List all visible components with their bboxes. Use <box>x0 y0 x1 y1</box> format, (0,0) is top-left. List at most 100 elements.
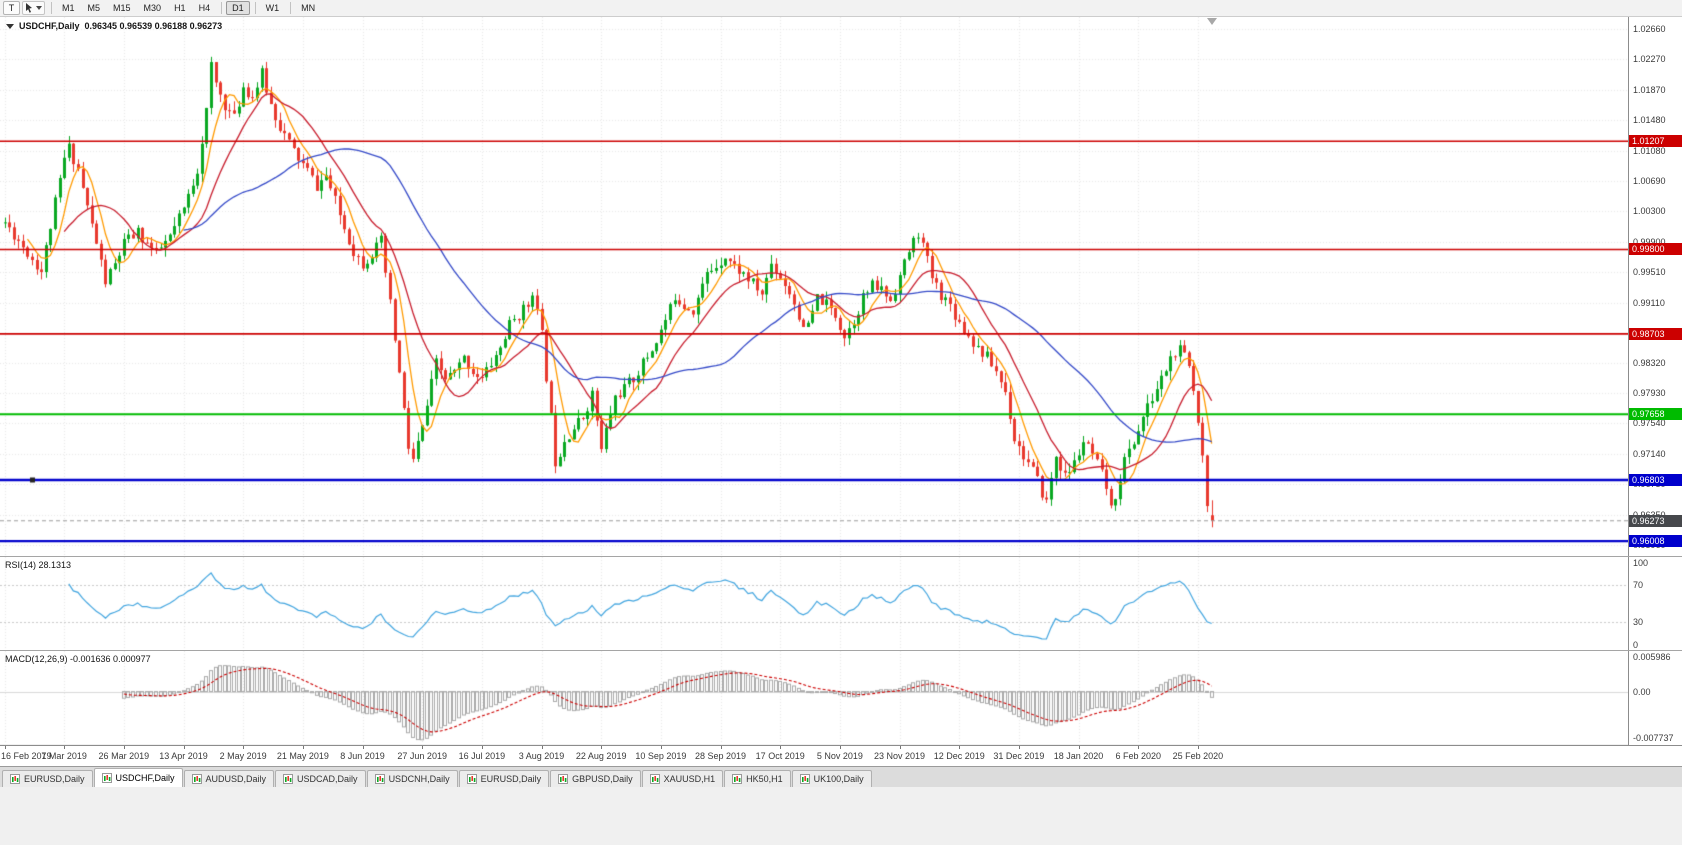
date-label: 28 Sep 2019 <box>695 751 747 761</box>
date-tick <box>124 746 125 749</box>
timeframe-h1-button[interactable]: H1 <box>174 3 186 13</box>
chart-tab-bar: EURUSD,Daily USDCHF,Daily AUDUSD,Daily USDC… <box>0 766 1682 787</box>
tab-label: GBPUSD,Daily <box>572 774 633 784</box>
date-tick <box>64 746 65 749</box>
chart-shift-marker[interactable] <box>1207 18 1217 25</box>
price-axis-label: 1.02270 <box>1633 54 1666 64</box>
date-label: 26 Mar 2019 <box>98 751 150 761</box>
symbol-title: USDCHF,Daily <box>19 21 80 31</box>
date-label: 16 Feb 2019 <box>1 751 52 761</box>
price-axis-label: 1.00300 <box>1633 206 1666 216</box>
tab-gbpusd-daily[interactable]: GBPUSD,Daily <box>550 770 641 787</box>
price-axis-label: 0.98320 <box>1633 358 1666 368</box>
chevron-down-icon <box>36 6 42 10</box>
tab-hk50-h1[interactable]: HK50,H1 <box>724 770 791 787</box>
date-tick <box>721 746 722 749</box>
tab-audusd-daily[interactable]: AUDUSD,Daily <box>183 770 275 787</box>
cursor-tool-dropdown[interactable] <box>22 1 45 15</box>
date-label: 13 Apr 2019 <box>159 751 208 761</box>
rsi-axis-label: 100 <box>1633 558 1649 568</box>
date-tick <box>1198 746 1199 749</box>
timeframe-h4-button[interactable]: H4 <box>198 3 211 13</box>
date-label: 6 Feb 2020 <box>1115 751 1161 761</box>
macd-label: MACD(12,26,9) -0.001636 0.000977 <box>5 654 151 664</box>
price-axis-label: 1.00690 <box>1633 176 1666 186</box>
tab-eurusd-daily[interactable]: EURUSD,Daily <box>458 770 550 787</box>
date-tick <box>840 746 841 749</box>
date-tick <box>959 746 960 749</box>
rsi-indicator-canvas[interactable] <box>0 557 1628 650</box>
symbol-ohlc-values: 0.96345 0.96539 0.96188 0.96273 <box>84 21 223 31</box>
tab-usdchf-daily[interactable]: USDCHF,Daily <box>93 768 183 787</box>
tab-uk100-daily[interactable]: UK100,Daily <box>791 770 872 787</box>
date-label: 2 May 2019 <box>219 751 267 761</box>
date-label: 7 Mar 2019 <box>41 751 87 761</box>
top-toolbar: T M1 M5 M15 M30 H1 H4 D1 W1 MN <box>0 0 1682 17</box>
hline-price-tag: 0.99800 <box>1629 243 1682 255</box>
price-axis: 1.02660 1.02270 1.01870 1.01480 1.01080 1.006… <box>1628 17 1682 745</box>
date-axis: 16 Feb 2019 7 Mar 2019 26 Mar 2019 13 Apr 2… <box>0 745 1682 766</box>
price-axis-label: 0.97140 <box>1633 449 1666 459</box>
date-tick <box>542 746 543 749</box>
date-tick <box>184 746 185 749</box>
chart-icon <box>558 774 569 784</box>
timeframe-d1-button[interactable]: D1 <box>226 1 250 15</box>
timeframe-buttons: M1 M5 M15 M30 H1 H4 D1 W1 MN <box>56 1 322 15</box>
chart-icon <box>191 774 202 784</box>
toolbar-separator <box>51 2 52 14</box>
tab-usdcad-daily[interactable]: USDCAD,Daily <box>275 770 366 787</box>
tab-label: EURUSD,Daily <box>24 774 85 784</box>
date-tick <box>422 746 423 749</box>
chart-icon <box>10 774 20 784</box>
date-tick <box>243 746 244 749</box>
tab-label: AUDUSD,Daily <box>205 774 267 784</box>
price-axis-label: 0.97930 <box>1633 388 1666 398</box>
chart-icon <box>283 774 294 784</box>
cursor-icon <box>26 3 32 13</box>
chart-icon <box>732 774 743 784</box>
macd-indicator-canvas[interactable] <box>0 651 1628 744</box>
date-tick <box>1019 746 1020 749</box>
price-chart-canvas[interactable] <box>0 17 1628 556</box>
toolbar-separator <box>290 2 292 14</box>
date-label: 8 Jun 2019 <box>340 751 385 761</box>
date-label: 23 Nov 2019 <box>874 751 926 761</box>
date-label: 31 Dec 2019 <box>993 751 1045 761</box>
tab-eurusd-daily[interactable]: EURUSD,Daily <box>2 770 93 787</box>
timeframe-m5-button[interactable]: M5 <box>87 3 101 13</box>
toolbar-separator <box>254 2 256 14</box>
tab-label: XAUUSD,H1 <box>663 774 716 784</box>
date-label: 27 Jun 2019 <box>397 751 447 761</box>
rsi-axis-label: 0 <box>1633 640 1639 650</box>
timeframe-m1-button[interactable]: M1 <box>62 3 75 13</box>
price-axis-label: 1.02660 <box>1633 24 1666 34</box>
date-label: 16 Jul 2019 <box>458 751 506 761</box>
date-label: 10 Sep 2019 <box>635 751 687 761</box>
timeframe-m15-button[interactable]: M15 <box>113 3 131 13</box>
macd-axis-label: -0.007737 <box>1633 733 1674 743</box>
date-label: 3 Aug 2019 <box>518 751 565 761</box>
macd-axis-label: 0.005986 <box>1633 652 1671 662</box>
hline-price-tag: 0.96803 <box>1629 474 1682 486</box>
text-tool-button[interactable]: T <box>3 1 20 15</box>
date-tick <box>1138 746 1139 749</box>
timeframe-m30-button[interactable]: M30 <box>143 3 162 13</box>
date-label: 18 Jan 2020 <box>1053 751 1104 761</box>
macd-axis-label: 0.00 <box>1633 687 1651 697</box>
symbol-dropdown-icon[interactable] <box>6 23 14 29</box>
pane-splitter[interactable] <box>0 556 1682 557</box>
tab-usdcnh-daily[interactable]: USDCNH,Daily <box>366 770 458 787</box>
tab-xauusd-h1[interactable]: XAUUSD,H1 <box>641 770 724 787</box>
timeframe-w1-button[interactable]: W1 <box>265 3 280 13</box>
price-axis-label: 0.99510 <box>1633 267 1666 277</box>
date-label: 12 Dec 2019 <box>933 751 985 761</box>
price-axis-label: 0.99900 <box>1633 237 1666 247</box>
timeframe-mn-button[interactable]: MN <box>301 3 316 13</box>
date-label: 25 Feb 2020 <box>1172 751 1224 761</box>
pane-splitter[interactable] <box>0 650 1682 651</box>
date-tick <box>5 746 6 749</box>
chart-icon <box>374 774 385 784</box>
chart-icon <box>101 773 112 783</box>
tab-label: HK50,H1 <box>746 774 783 784</box>
chart-icon <box>799 774 810 784</box>
